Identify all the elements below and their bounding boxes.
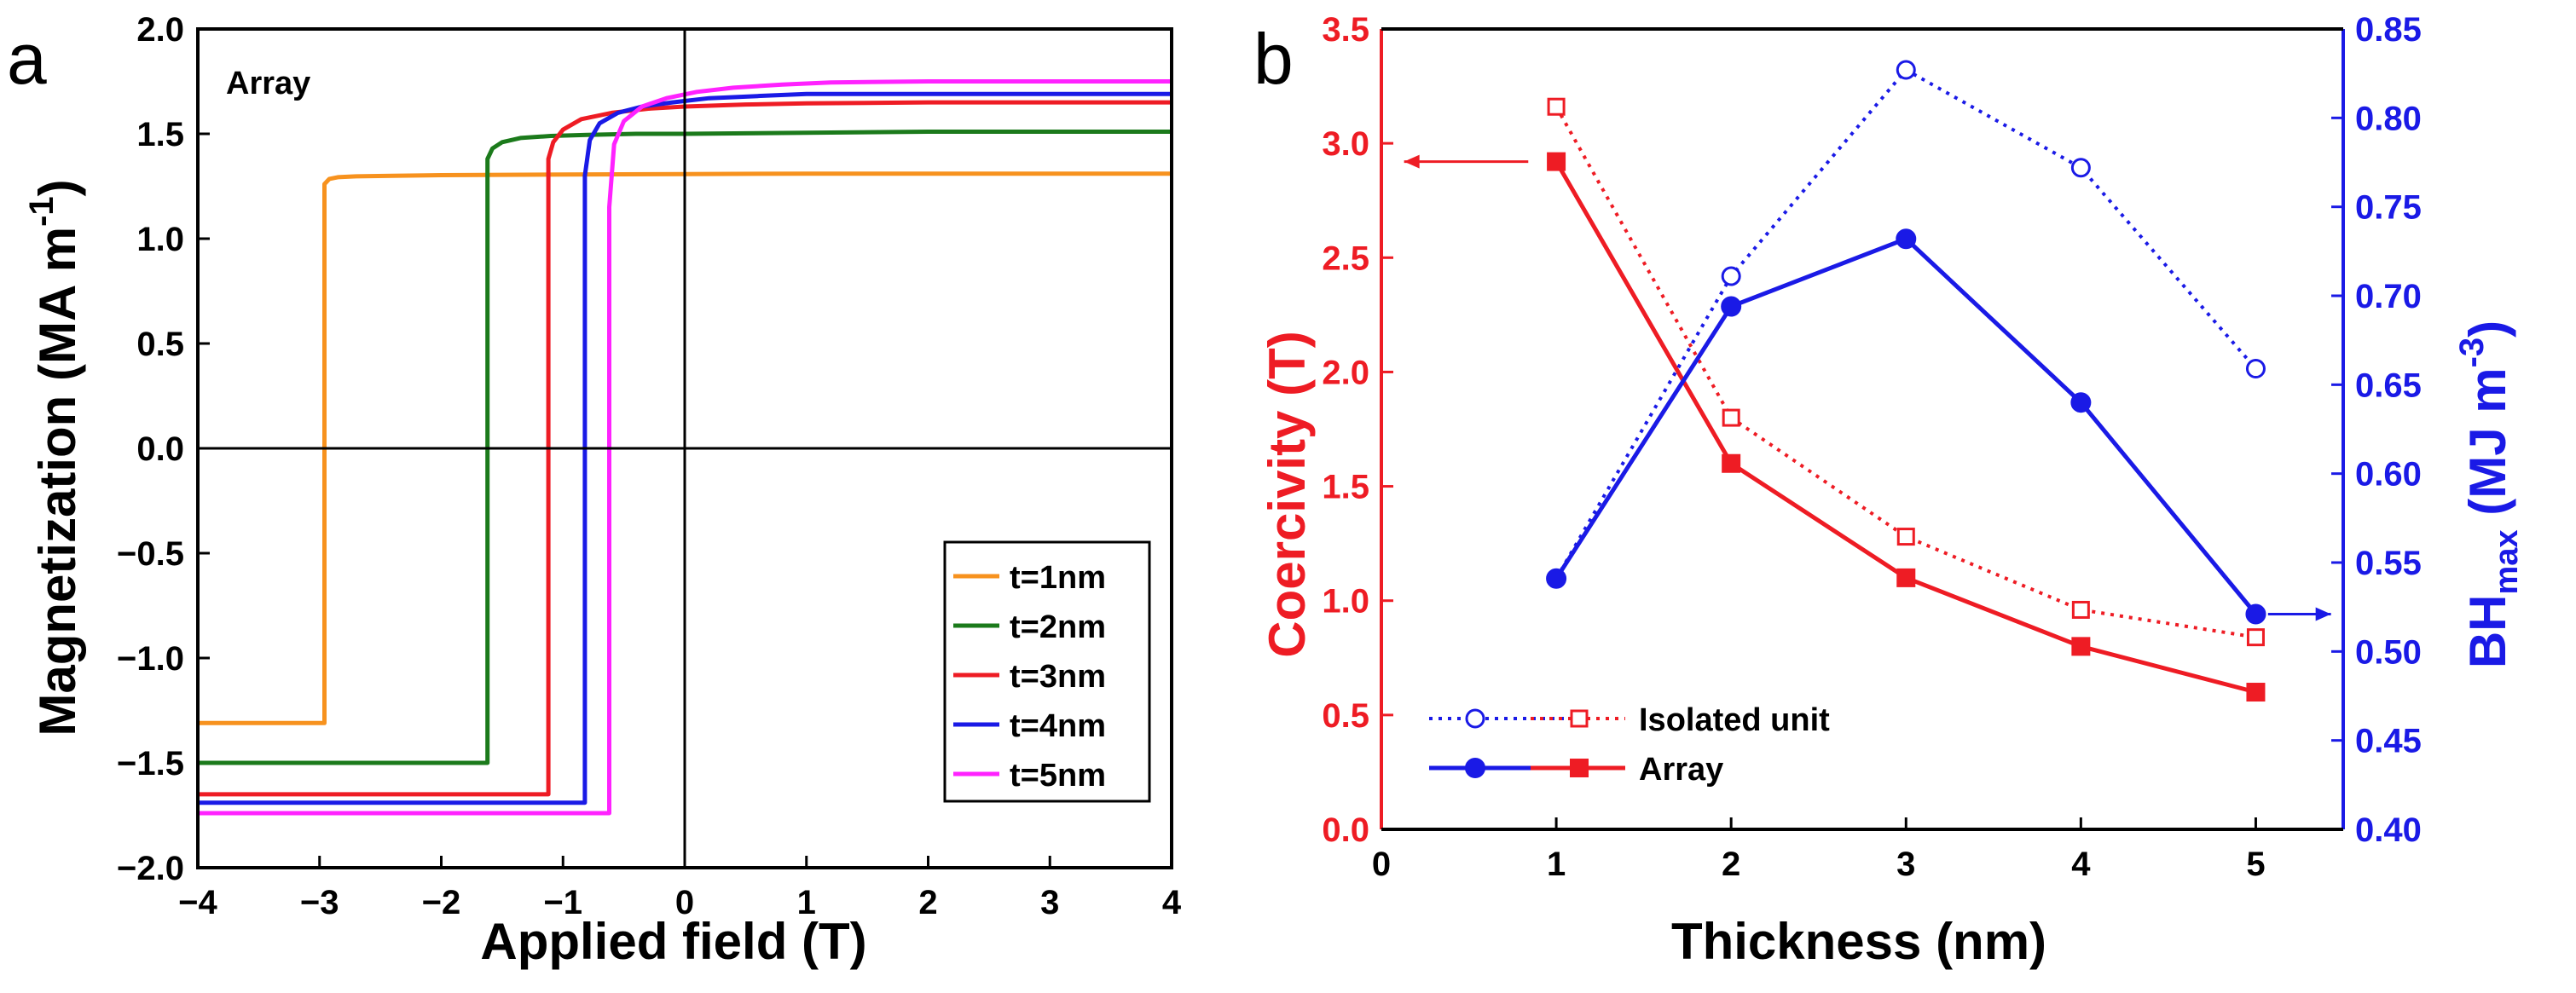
arrow-head-left	[1404, 154, 1420, 169]
right-y-tick-label: 0.55	[2355, 545, 2422, 582]
x-tick-label: 2	[1722, 846, 1740, 883]
data-point	[1546, 568, 1567, 589]
x-tick-label: 3	[1040, 884, 1059, 921]
data-point	[1896, 568, 1916, 587]
legend-label: t=2nm	[1010, 609, 1106, 645]
data-point	[1896, 228, 1917, 250]
y-tick-label: 1.5	[136, 116, 184, 153]
panel-b-x-axis-label: Thickness (nm)	[1671, 913, 2046, 970]
series-line	[1554, 106, 2256, 639]
y-tick-label: −1.5	[117, 745, 184, 782]
left-y-tick-label: 0.5	[1322, 697, 1369, 735]
panel-b: b Thickness (nm) Coercivity (T) BHmax (M…	[1253, 11, 2525, 970]
data-point	[1547, 152, 1566, 171]
panel-a-y-axis-label: Magnetization (MA m-1)	[23, 179, 86, 736]
legend-marker	[1570, 759, 1589, 777]
right-y-tick-label: 0.50	[2355, 633, 2422, 671]
panel-a-letter: a	[7, 19, 47, 99]
data-point	[1721, 296, 1742, 317]
panel-a-x-axis-label: Applied field (T)	[480, 913, 866, 970]
left-y-tick-label: 1.5	[1322, 469, 1369, 506]
data-point	[2071, 637, 2091, 656]
panel-b-letter: b	[1253, 19, 1294, 99]
left-y-tick-label: 2.5	[1322, 240, 1369, 277]
series-line-t=1nm	[198, 171, 1172, 725]
right-y-tick-label: 0.75	[2355, 189, 2422, 227]
data-point	[2245, 603, 2266, 625]
data-point	[2246, 628, 2265, 647]
data-point	[2070, 392, 2092, 413]
panel-a-frame	[196, 27, 1173, 869]
x-tick-label: −3	[300, 884, 339, 921]
y-tick-label: 0.5	[136, 326, 184, 363]
right-y-tick-label: 0.70	[2355, 278, 2422, 315]
x-tick-label: 0	[675, 884, 694, 921]
data-point	[1721, 266, 1741, 286]
left-y-tick-label: 0.0	[1322, 811, 1369, 849]
right-y-tick-label: 0.65	[2355, 367, 2422, 404]
x-tick-label: 0	[1372, 846, 1391, 883]
panel-b-left-axis-label: Coercivity (T)	[1259, 331, 1316, 657]
data-point	[1896, 528, 1915, 546]
legend-box	[943, 540, 1151, 803]
panel-a-legend: t=1nm t=2nm t=3nm t=4nm t=5nm	[943, 540, 1151, 803]
panel-a-title: Array	[226, 66, 310, 101]
y-tick-label: 2.0	[136, 11, 184, 49]
x-tick-label: 5	[2246, 846, 2265, 883]
y-tick-label: 0.0	[136, 430, 184, 468]
x-tick-label: 1	[797, 884, 816, 921]
data-point	[1722, 408, 1740, 427]
panel-b-legend: Isolated unit Array	[1429, 702, 1830, 788]
legend-marker	[1570, 709, 1589, 728]
left-y-tick-label: 2.0	[1322, 354, 1369, 391]
left-y-tick-label: 3.0	[1322, 125, 1369, 163]
data-point	[2246, 683, 2266, 702]
series-line-t=3nm	[198, 100, 1172, 797]
legend-label: t=3nm	[1010, 659, 1106, 695]
data-point	[2070, 158, 2091, 178]
x-tick-label: 4	[1162, 884, 1182, 921]
legend-label: Array	[1639, 752, 1723, 788]
right-y-tick-label: 0.45	[2355, 723, 2422, 760]
x-tick-label: 2	[918, 884, 937, 921]
y-tick-label: 1.0	[136, 221, 184, 258]
series-line	[1554, 236, 2258, 616]
data-point	[1896, 60, 1916, 80]
panel-a: a Array Applied field (T) Magnetization …	[7, 11, 1182, 970]
legend-label: t=1nm	[1010, 560, 1106, 596]
x-tick-label: −2	[422, 884, 461, 921]
panel-b-axis-arrows	[1404, 154, 2331, 621]
left-y-tick-label: 3.5	[1322, 11, 1369, 49]
legend-marker	[1465, 708, 1485, 729]
x-tick-label: 1	[1547, 846, 1566, 883]
arrow-head-right	[2315, 607, 2331, 621]
right-y-tick-label: 0.40	[2355, 811, 2422, 849]
right-y-tick-label: 0.60	[2355, 456, 2422, 494]
panel-b-right-axis-label: BHmax (MJ m-3)	[2453, 320, 2525, 668]
y-tick-label: −0.5	[117, 535, 184, 573]
data-point	[2245, 359, 2266, 379]
x-tick-label: −4	[178, 884, 217, 921]
x-tick-label: 3	[1896, 846, 1915, 883]
right-y-tick-label: 0.85	[2355, 11, 2422, 49]
y-tick-label: −2.0	[117, 850, 184, 887]
data-point	[1722, 453, 1741, 473]
data-point	[2071, 600, 2090, 619]
legend-label: t=4nm	[1010, 708, 1106, 744]
series-line-t=5nm	[198, 79, 1172, 816]
x-tick-label: −1	[543, 884, 582, 921]
data-point	[1547, 97, 1566, 116]
legend-marker	[1465, 758, 1485, 778]
right-y-tick-label: 0.80	[2355, 100, 2422, 137]
x-tick-label: 4	[2071, 846, 2091, 883]
series-line-t=2nm	[198, 130, 1172, 765]
legend-label: Isolated unit	[1639, 702, 1830, 738]
left-y-tick-label: 1.0	[1322, 583, 1369, 621]
series-line	[1554, 67, 2258, 580]
legend-label: t=5nm	[1010, 758, 1106, 794]
y-tick-label: −1.0	[117, 640, 184, 678]
